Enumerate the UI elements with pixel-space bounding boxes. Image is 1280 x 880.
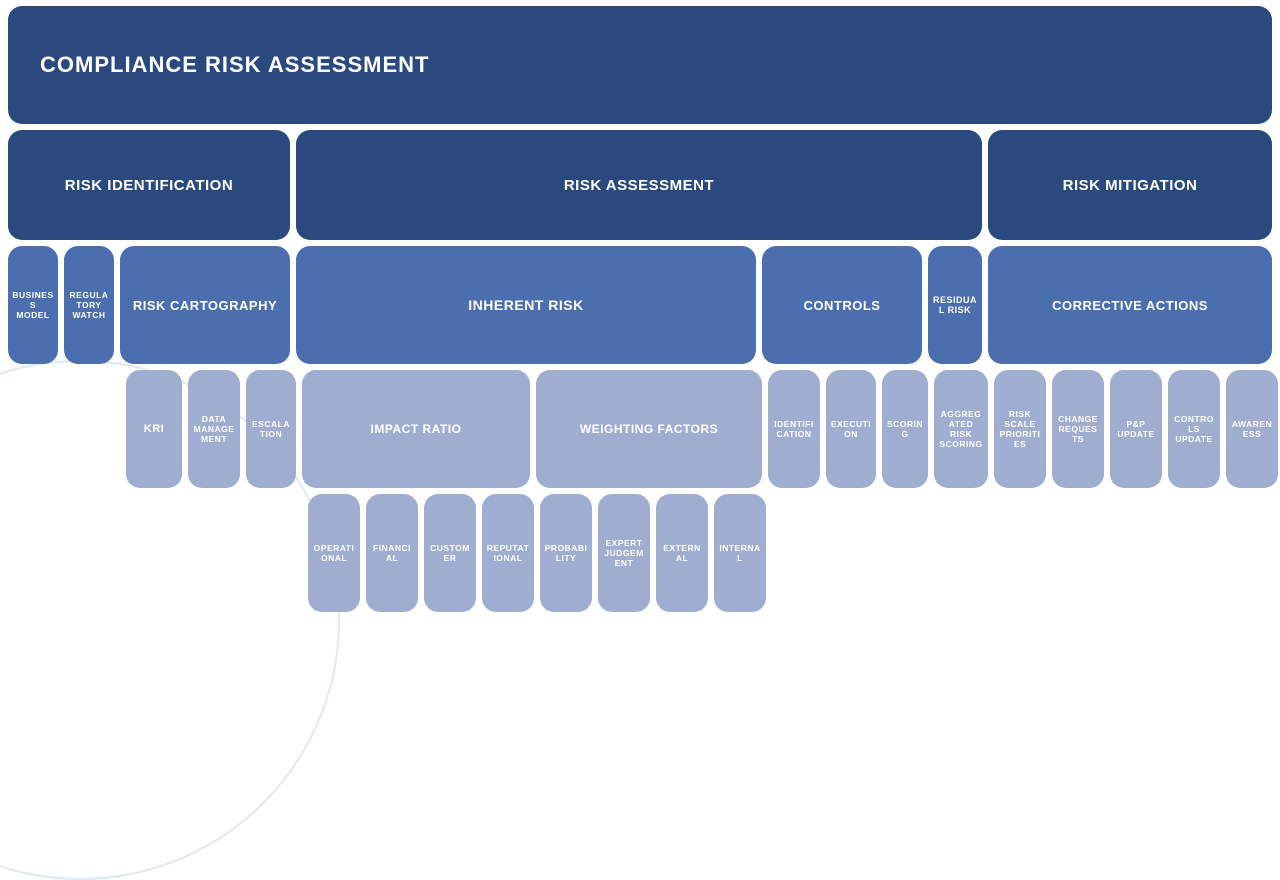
l2-business-model: BUSINESS MODEL bbox=[8, 246, 58, 364]
row-level3: KRI DATA MANAGEMENT ESCALATION IMPACT RA… bbox=[8, 370, 1272, 488]
l1-risk-mitigation: RISK MITIGATION bbox=[988, 130, 1272, 240]
l3-weighting-factors: WEIGHTING FACTORS bbox=[536, 370, 762, 488]
l3-scoring: SCORING bbox=[882, 370, 928, 488]
l4-operational: OPERATIONAL bbox=[308, 494, 360, 612]
l3-change-requests: CHANGE REQUESTS bbox=[1052, 370, 1104, 488]
l3-aggregated-risk-scoring: AGGREGATED RISK SCORING bbox=[934, 370, 988, 488]
diagram-root: COMPLIANCE RISK ASSESSMENT RISK IDENTIFI… bbox=[0, 0, 1280, 612]
l3-escalation: ESCALATION bbox=[246, 370, 296, 488]
l3-risk-scale-priorities: RISK SCALE PRIORITIES bbox=[994, 370, 1046, 488]
l4-reputational: REPUTATIONAL bbox=[482, 494, 534, 612]
l4-customer: CUSTOMER bbox=[424, 494, 476, 612]
l4-internal: INTERNAL bbox=[714, 494, 766, 612]
l3-gap bbox=[8, 370, 120, 488]
l3-pp-update: P&P UPDATE bbox=[1110, 370, 1162, 488]
l1-risk-identification: RISK IDENTIFICATION bbox=[8, 130, 290, 240]
row-level2: BUSINESS MODEL REGULATORY WATCH RISK CAR… bbox=[8, 246, 1272, 364]
l3-execution: EXECUTION bbox=[826, 370, 876, 488]
l4-probability: PROBABILITY bbox=[540, 494, 592, 612]
l2-residual-risk: RESIDUAL RISK bbox=[928, 246, 982, 364]
l3-impact-ratio: IMPACT RATIO bbox=[302, 370, 530, 488]
l3-controls-update: CONTROLS UPDATE bbox=[1168, 370, 1220, 488]
l4-gap bbox=[8, 494, 302, 612]
l2-controls: CONTROLS bbox=[762, 246, 922, 364]
row-title: COMPLIANCE RISK ASSESSMENT bbox=[8, 6, 1272, 124]
l2-regulatory-watch: REGULATORY WATCH bbox=[64, 246, 114, 364]
l2-inherent-risk: INHERENT RISK bbox=[296, 246, 756, 364]
l4-expert-judgement: EXPERT JUDGEMENT bbox=[598, 494, 650, 612]
row-level1: RISK IDENTIFICATION RISK ASSESSMENT RISK… bbox=[8, 130, 1272, 240]
l4-financial: FINANCIAL bbox=[366, 494, 418, 612]
l2-corrective-actions: CORRECTIVE ACTIONS bbox=[988, 246, 1272, 364]
l3-awareness: AWARENESS bbox=[1226, 370, 1278, 488]
l1-risk-assessment: RISK ASSESSMENT bbox=[296, 130, 982, 240]
l3-data-management: DATA MANAGEMENT bbox=[188, 370, 240, 488]
l3-kri: KRI bbox=[126, 370, 182, 488]
l4-external: EXTERNAL bbox=[656, 494, 708, 612]
title-box: COMPLIANCE RISK ASSESSMENT bbox=[8, 6, 1272, 124]
row-level4: OPERATIONAL FINANCIAL CUSTOMER REPUTATIO… bbox=[8, 494, 1272, 612]
l3-identification: IDENTIFICATION bbox=[768, 370, 820, 488]
l2-risk-cartography: RISK CARTOGRAPHY bbox=[120, 246, 290, 364]
